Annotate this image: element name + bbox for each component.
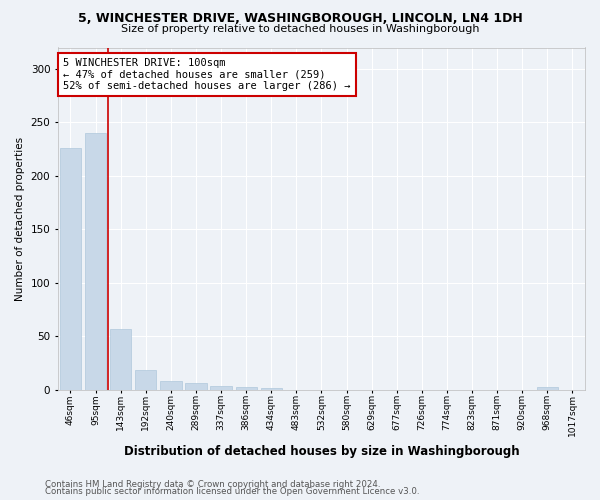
Y-axis label: Number of detached properties: Number of detached properties: [15, 136, 25, 300]
Bar: [85, 133, 106, 390]
Bar: [185, 384, 206, 390]
Text: Size of property relative to detached houses in Washingborough: Size of property relative to detached ho…: [121, 24, 479, 34]
Bar: [160, 382, 182, 390]
Bar: [60, 148, 81, 390]
Text: 5, WINCHESTER DRIVE, WASHINGBOROUGH, LINCOLN, LN4 1DH: 5, WINCHESTER DRIVE, WASHINGBOROUGH, LIN…: [77, 12, 523, 26]
Bar: [110, 329, 131, 390]
Text: 5 WINCHESTER DRIVE: 100sqm
← 47% of detached houses are smaller (259)
52% of sem: 5 WINCHESTER DRIVE: 100sqm ← 47% of deta…: [63, 58, 351, 91]
X-axis label: Distribution of detached houses by size in Washingborough: Distribution of detached houses by size …: [124, 444, 519, 458]
Text: Contains HM Land Registry data © Crown copyright and database right 2024.: Contains HM Land Registry data © Crown c…: [45, 480, 380, 489]
Bar: [260, 388, 282, 390]
Bar: [211, 386, 232, 390]
Text: Contains public sector information licensed under the Open Government Licence v3: Contains public sector information licen…: [45, 488, 419, 496]
Bar: [135, 370, 157, 390]
Bar: [236, 386, 257, 390]
Bar: [536, 386, 558, 390]
